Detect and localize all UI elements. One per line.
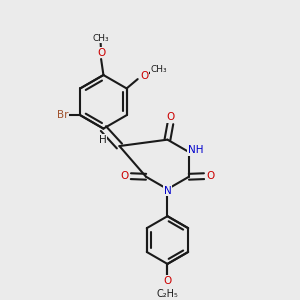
Text: O: O [206,171,214,181]
Text: O: O [97,48,105,58]
Text: O: O [163,276,172,286]
Text: Br: Br [57,110,68,120]
Text: O: O [120,171,129,181]
Text: NH: NH [188,145,203,155]
Text: H: H [99,135,106,145]
Text: C₂H₅: C₂H₅ [157,289,178,299]
Text: O: O [167,112,175,122]
Text: N: N [164,186,171,196]
Text: CH₃: CH₃ [92,34,109,43]
Text: CH₃: CH₃ [150,65,167,74]
Text: O: O [140,70,148,81]
Text: O: O [163,279,172,289]
